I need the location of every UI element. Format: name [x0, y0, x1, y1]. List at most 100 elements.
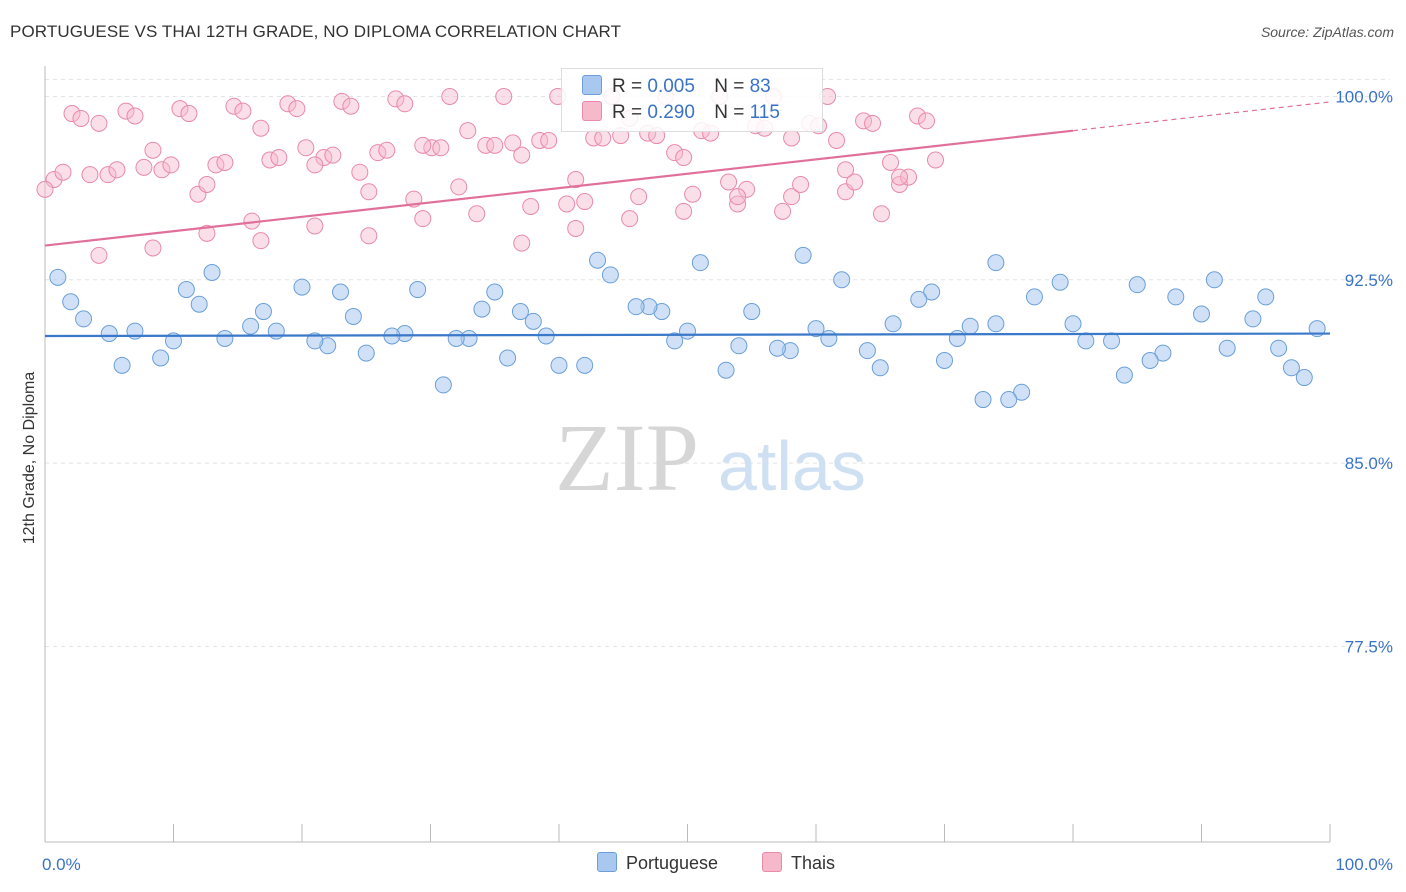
portuguese-point	[666, 332, 684, 350]
thais-point	[531, 131, 549, 149]
portuguese-point	[1154, 344, 1172, 362]
thais-point	[333, 92, 351, 110]
legend-row-thais: R = 0.290 N = 115	[582, 101, 780, 125]
portuguese-point	[113, 356, 131, 374]
portuguese-point	[267, 322, 285, 340]
legend-row-portuguese: R = 0.005 N = 83	[582, 75, 771, 99]
grid-lines	[45, 78, 1390, 647]
thais-point	[567, 219, 585, 237]
thais-point	[387, 90, 405, 108]
legend-r-value: 0.005	[647, 76, 695, 97]
thais-point	[909, 107, 927, 125]
thais-point	[54, 163, 72, 181]
portuguese-point	[511, 303, 529, 321]
portuguese-point	[190, 295, 208, 313]
thais-point	[108, 161, 126, 179]
legend-n-value: 83	[749, 76, 771, 97]
portuguese-swatch	[597, 852, 617, 872]
thais-point	[846, 173, 864, 191]
thais-trend-line	[44, 129, 1074, 247]
axes	[44, 66, 1331, 843]
thais-point	[567, 171, 585, 189]
portuguese-point	[1205, 271, 1223, 289]
portuguese-point	[1270, 339, 1288, 357]
portuguese-point	[1103, 332, 1121, 350]
thais-swatch	[582, 101, 602, 121]
legend-n-value: 115	[749, 102, 780, 123]
portuguese-point	[858, 342, 876, 360]
thais-point	[252, 232, 270, 250]
thais-point	[684, 185, 702, 203]
portuguese-point	[332, 283, 350, 301]
thais-point	[99, 166, 117, 184]
thais-point	[351, 163, 369, 181]
portuguese-point	[987, 254, 1005, 272]
thais-point	[270, 149, 288, 167]
portuguese-point	[1257, 288, 1275, 306]
correlation-legend: R = 0.005 N = 83 R = 0.290 N = 115	[561, 68, 823, 132]
portuguese-point	[1141, 351, 1159, 369]
thais-point	[288, 100, 306, 118]
thais-point	[279, 95, 297, 113]
thais-point	[513, 146, 531, 164]
thais-point	[729, 195, 747, 213]
thais-point	[198, 224, 216, 242]
thais-point	[117, 102, 135, 120]
watermark-atlas: atlas	[718, 427, 866, 505]
thais-point	[153, 161, 171, 179]
portuguese-point	[910, 290, 928, 308]
thais-point	[432, 139, 450, 157]
portuguese-point	[434, 376, 452, 394]
portuguese-point	[627, 298, 645, 316]
chart-title: PORTUGUESE VS THAI 12TH GRADE, NO DIPLOM…	[10, 22, 622, 41]
thais-point	[441, 87, 459, 105]
portuguese-point	[1244, 310, 1262, 328]
thais-point	[774, 202, 792, 220]
portuguese-point	[743, 303, 761, 321]
thais-point	[144, 141, 162, 159]
thais-point	[576, 193, 594, 211]
thais-point	[468, 205, 486, 223]
portuguese-point	[961, 317, 979, 335]
portuguese-point	[717, 361, 735, 379]
portuguese-point	[75, 310, 93, 328]
portuguese-point	[409, 281, 427, 299]
portuguese-point	[1025, 288, 1043, 306]
thais-point	[198, 175, 216, 193]
thais-point	[126, 107, 144, 125]
thais-point	[891, 175, 909, 193]
portuguese-trend-line	[44, 332, 1331, 338]
watermark-zip: ZIP	[555, 404, 699, 511]
thais-point	[486, 136, 504, 154]
portuguese-point	[1077, 332, 1095, 350]
thais-point	[891, 168, 909, 186]
portuguese-point	[499, 349, 517, 367]
portuguese-point	[1128, 276, 1146, 294]
y-tick-label: 77.5%	[1345, 637, 1393, 656]
portuguese-point	[486, 283, 504, 301]
thais-point	[90, 246, 108, 264]
thais-point	[144, 239, 162, 257]
thais-point	[675, 149, 693, 167]
thais-point	[396, 95, 414, 113]
portuguese-point	[576, 356, 594, 374]
thais-point	[360, 183, 378, 201]
source-note: Source: ZipAtlas.com	[1260, 24, 1394, 40]
portuguese-point	[100, 325, 118, 343]
thais-point	[558, 195, 576, 213]
y-tick-label: 100.0%	[1335, 87, 1393, 106]
portuguese-point	[1282, 359, 1300, 377]
legend-label-portuguese: Portuguese	[626, 853, 719, 873]
thais-point	[90, 114, 108, 132]
portuguese-point	[987, 315, 1005, 333]
thais-point	[162, 156, 180, 174]
thais-point	[720, 173, 738, 191]
portuguese-point	[1218, 339, 1236, 357]
portuguese-point	[884, 315, 902, 333]
thais-point	[180, 105, 198, 123]
thais-point	[63, 105, 81, 123]
portuguese-point	[254, 303, 272, 321]
thais-point	[72, 109, 90, 127]
thais-point	[828, 131, 846, 149]
